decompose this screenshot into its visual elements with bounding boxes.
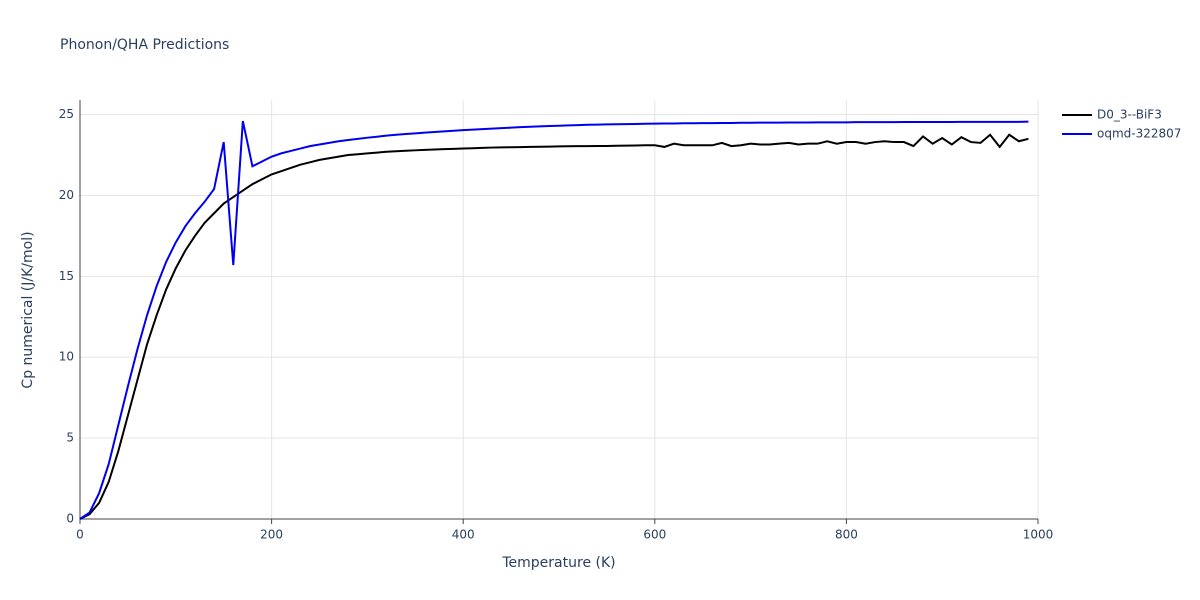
y-tick-label: 10	[59, 350, 74, 364]
y-tick-label: 20	[59, 188, 74, 202]
x-tick-label: 1000	[1023, 528, 1054, 542]
x-tick-label: 600	[643, 528, 666, 542]
chart-title: Phonon/QHA Predictions	[60, 37, 229, 53]
x-tick-label: 0	[76, 528, 84, 542]
y-tick-label: 0	[66, 512, 74, 526]
series-line	[79, 120, 1029, 520]
legend-label: oqmd-322807	[1097, 127, 1181, 141]
x-axis-label: Temperature (K)	[501, 555, 615, 571]
series-line	[79, 133, 1029, 520]
y-axis-label: Cp numerical (J/K/mol)	[20, 231, 36, 388]
y-tick-label: 5	[66, 431, 74, 445]
legend-label: D0_3--BiF3	[1097, 108, 1162, 122]
x-tick-label: 400	[452, 528, 475, 542]
y-tick-label: 25	[59, 107, 74, 121]
x-tick-label: 200	[260, 528, 283, 542]
x-tick-label: 800	[835, 528, 858, 542]
y-tick-label: 15	[59, 269, 74, 283]
